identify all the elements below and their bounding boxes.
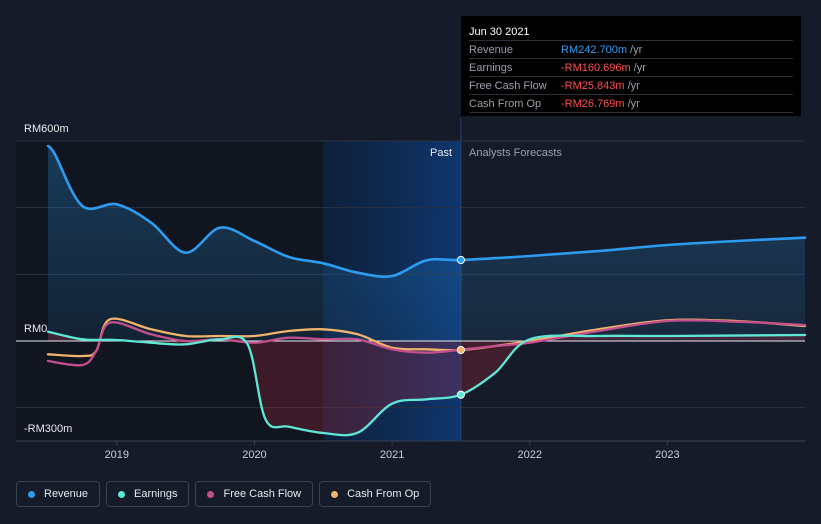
- tooltip: Jun 30 2021 Revenue RM242.700m /yr Earni…: [461, 16, 801, 116]
- tooltip-unit: /yr: [627, 79, 640, 92]
- legend-dot-icon: [207, 490, 215, 498]
- x-tick-label: 2019: [105, 449, 129, 461]
- cash-from-op-marker: [456, 345, 466, 355]
- tooltip-date: Jun 30 2021: [469, 26, 530, 38]
- past-label: Past: [430, 147, 453, 159]
- tooltip-unit: /yr: [630, 43, 643, 56]
- tooltip-label: Earnings: [469, 61, 513, 74]
- legend-label: Cash From Op: [347, 488, 420, 500]
- earnings-area: [48, 331, 805, 436]
- legend-dot-icon: [331, 490, 339, 498]
- revenue-area: [48, 146, 805, 341]
- tooltip-row-free-cash-flow: Free Cash Flow -RM25.843m /yr: [469, 76, 793, 94]
- legend-label: Free Cash Flow: [223, 488, 302, 500]
- tooltip-label: Free Cash Flow: [469, 79, 547, 92]
- legend-item-free-cash-flow[interactable]: Free Cash Flow: [195, 481, 314, 507]
- y-tick-label-bottom: -RM300m: [24, 423, 73, 435]
- earnings-marker: [456, 390, 466, 399]
- legend: Revenue Earnings Free Cash Flow Cash Fro…: [16, 481, 432, 507]
- x-tick-label: 2020: [242, 449, 266, 461]
- x-tick-label: 2023: [655, 449, 679, 461]
- tooltip-value: -RM26.769m: [561, 97, 625, 110]
- tooltip-row-revenue: Revenue RM242.700m /yr: [469, 40, 793, 58]
- tooltip-unit: /yr: [627, 97, 640, 110]
- legend-dot-icon: [118, 490, 126, 498]
- x-tick-label: 2022: [517, 449, 541, 461]
- legend-item-revenue[interactable]: Revenue: [16, 481, 101, 507]
- cash-from-op-line: [46, 317, 807, 358]
- x-tick-label: 2021: [380, 449, 404, 461]
- tooltip-row-cash-from-op: Cash From Op -RM26.769m /yr: [469, 94, 793, 113]
- revenue-marker: [456, 255, 466, 265]
- legend-item-earnings[interactable]: Earnings: [106, 481, 190, 507]
- tooltip-value: -RM160.696m: [561, 61, 631, 74]
- forecast-label: Analysts Forecasts: [469, 147, 562, 159]
- tooltip-label: Revenue: [469, 43, 514, 56]
- free-cash-flow-line: [46, 319, 807, 367]
- legend-label: Earnings: [134, 488, 178, 500]
- tooltip-label: Cash From Op: [469, 97, 542, 110]
- legend-item-cash-from-op[interactable]: Cash From Op: [319, 481, 432, 507]
- tooltip-value: RM242.700m: [561, 43, 628, 56]
- y-tick-label-top: RM600m: [24, 123, 69, 135]
- legend-dot-icon: [28, 490, 35, 498]
- earnings-line: [46, 330, 807, 437]
- tooltip-unit: /yr: [633, 61, 646, 74]
- tooltip-row-earnings: Earnings -RM160.696m /yr: [469, 58, 793, 76]
- tooltip-value: -RM25.843m: [561, 79, 625, 92]
- revenue-line: [46, 144, 807, 278]
- legend-label: Revenue: [44, 488, 89, 500]
- y-tick-label-zero: RM0: [24, 323, 48, 335]
